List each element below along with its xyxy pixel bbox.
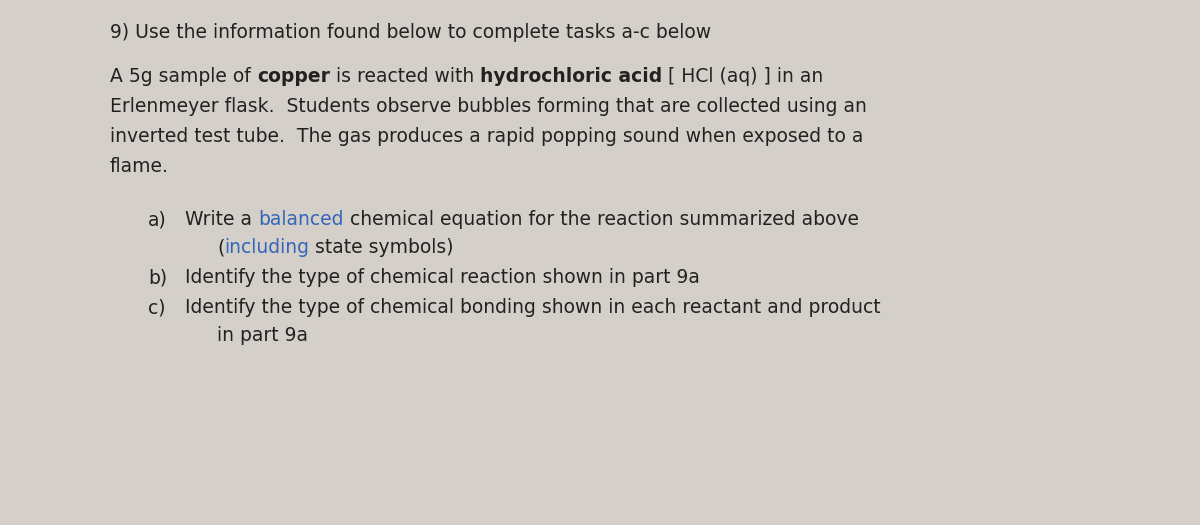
Text: balanced: balanced xyxy=(258,210,343,229)
Text: hydrochloric acid: hydrochloric acid xyxy=(480,67,662,86)
Text: a): a) xyxy=(148,210,167,229)
Text: copper: copper xyxy=(257,67,330,86)
Text: in part 9a: in part 9a xyxy=(217,326,308,345)
Text: b): b) xyxy=(148,268,167,287)
Text: state symbols): state symbols) xyxy=(310,238,454,257)
Text: [ HCl (aq) ] in an: [ HCl (aq) ] in an xyxy=(662,67,823,86)
Text: Write a: Write a xyxy=(185,210,258,229)
Text: A 5g sample of: A 5g sample of xyxy=(110,67,257,86)
Text: Erlenmeyer flask.  Students observe bubbles forming that are collected using an: Erlenmeyer flask. Students observe bubbl… xyxy=(110,97,866,116)
Text: Identify the type of chemical reaction shown in part 9a: Identify the type of chemical reaction s… xyxy=(185,268,700,287)
Text: (: ( xyxy=(217,238,224,257)
Text: 9) Use the information found below to complete tasks a-c below: 9) Use the information found below to co… xyxy=(110,23,712,42)
Text: chemical equation for the reaction summarized above: chemical equation for the reaction summa… xyxy=(343,210,858,229)
Text: Identify the type of chemical bonding shown in each reactant and product: Identify the type of chemical bonding sh… xyxy=(185,298,881,317)
Text: inverted test tube.  The gas produces a rapid popping sound when exposed to a: inverted test tube. The gas produces a r… xyxy=(110,127,863,146)
Text: c): c) xyxy=(148,298,166,317)
Text: flame.: flame. xyxy=(110,157,169,176)
Text: including: including xyxy=(224,238,310,257)
Text: is reacted with: is reacted with xyxy=(330,67,480,86)
